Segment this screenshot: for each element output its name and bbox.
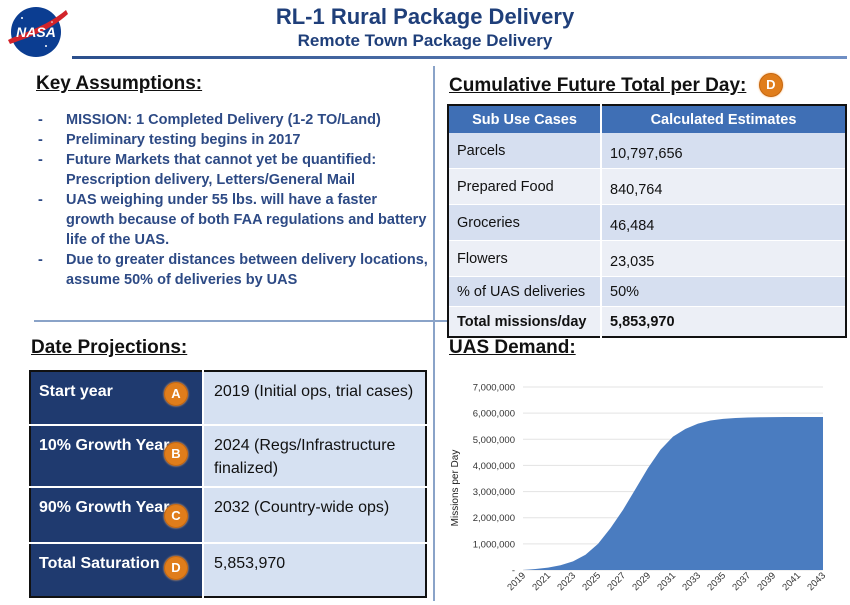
x-tick-label: 2041 [780,570,803,593]
y-tick-label: 4,000,000 [473,461,515,472]
table-row: Groceries 46,484 [448,204,846,241]
x-tick-label: 2033 [680,570,703,593]
uas-demand-title: UAS Demand: [449,337,576,358]
x-tick-label: 2021 [530,570,553,593]
table-cell: 23,035 [601,240,846,277]
projection-value: 2019 (Initial ops, trial cases) [202,371,426,426]
assumption-item: Preliminary testing begins in 2017 [36,130,428,150]
x-tick-label: 2023 [555,570,578,593]
table-cell: Prepared Food [448,168,602,205]
table-cell: Flowers [448,240,602,277]
table-cell: Total missions/day [448,306,602,338]
x-tick-label: 2019 [505,570,528,593]
x-tick-label: 2027 [605,570,628,593]
nasa-logo-text: NASA [16,24,56,40]
cumulative-title: Cumulative Future Total per Day: [449,75,747,96]
total-row: Total missions/day 5,853,970 [448,306,846,338]
cumulative-section-header: Cumulative Future Total per Day: D [449,73,783,97]
table-cell: 50% [601,276,846,307]
x-tick-label: 2025 [580,570,603,593]
table-row: Total Saturation D 5,853,970 [30,543,426,597]
nasa-logo: NASA [8,7,68,57]
y-axis-label: Missions per Day [450,450,461,527]
badge-c: C [164,504,188,528]
assumption-item: MISSION: 1 Completed Delivery (1-2 TO/La… [36,110,428,130]
y-tick-label: - [512,566,515,577]
y-tick-label: 5,000,000 [473,435,515,446]
header-divider [72,56,847,59]
y-tick-label: 7,000,000 [473,383,515,394]
table-row: Prepared Food 840,764 [448,168,846,205]
uas-demand-chart: - 1,000,000 2,000,000 3,000,000 4,000,000 5,0… [450,383,828,594]
table-cell: 5,853,970 [601,306,846,338]
vertical-divider [433,66,435,601]
table-row: Flowers 23,035 [448,240,846,277]
demand-area [523,416,823,570]
table-header: Sub Use Cases [448,105,602,133]
projection-label: 10% Growth Year [39,437,170,454]
table-row: 90% Growth Year C 2032 (Country-wide ops… [30,487,426,544]
projection-value: 2032 (Country-wide ops) [202,487,426,544]
date-projections-title: Date Projections: [31,337,188,358]
projection-label: 90% Growth Year [39,499,170,516]
x-tick-label: 2037 [730,570,753,593]
projection-label: Total Saturation [39,555,160,572]
table-cell: 10,797,656 [601,133,846,169]
assumption-item: Future Markets that cannot yet be quanti… [36,150,428,190]
badge-a: A [164,382,188,406]
y-tick-label: 6,000,000 [473,409,515,420]
table-row: 10% Growth Year B 2024 (Regs/Infrastruct… [30,425,426,488]
x-tick-label: 2031 [655,570,678,593]
assumption-item: UAS weighing under 55 lbs. will have a f… [36,190,428,250]
page-title: RL-1 Rural Package Delivery [275,4,575,29]
projection-label-cell: 90% Growth Year C [30,487,203,544]
projection-value: 2024 (Regs/Infrastructure finalized) [202,425,426,488]
projection-label: Start year [39,383,113,400]
projection-label-cell: Total Saturation D [30,543,203,597]
projection-label-cell: 10% Growth Year B [30,425,203,488]
table-row: Parcels 10,797,656 [448,133,846,169]
table-cell: 840,764 [601,168,846,205]
x-tick-label: 2029 [630,570,653,593]
page-subtitle: Remote Town Package Delivery [297,31,553,50]
table-cell: 46,484 [601,204,846,241]
badge-b: B [164,442,188,466]
projection-value: 5,853,970 [202,543,426,597]
date-projections-table: Start year A 2019 (Initial ops, trial ca… [29,370,427,598]
projection-label-cell: Start year A [30,371,203,426]
assumptions-list: MISSION: 1 Completed Delivery (1-2 TO/La… [36,110,428,290]
y-tick-label: 2,000,000 [473,513,515,524]
table-row: Start year A 2019 (Initial ops, trial ca… [30,371,426,426]
badge-d: D [164,556,188,580]
estimates-table: Sub Use Cases Calculated Estimates Parce… [447,104,847,338]
x-tick-label: 2035 [705,570,728,593]
x-tick-label: 2039 [755,570,778,593]
table-cell: % of UAS deliveries [448,276,602,307]
y-tick-label: 3,000,000 [473,487,515,498]
y-tick-label: 1,000,000 [473,539,515,550]
key-assumptions-title: Key Assumptions: [36,73,203,94]
table-cell: Parcels [448,133,602,169]
x-tick-label: 2043 [805,570,828,593]
assumption-item: Due to greater distances between deliver… [36,250,428,290]
horizontal-divider [34,320,814,322]
badge-d: D [758,73,783,97]
table-row: % of UAS deliveries 50% [448,276,846,307]
table-cell: Groceries [448,204,602,241]
table-header: Calculated Estimates [601,105,846,133]
